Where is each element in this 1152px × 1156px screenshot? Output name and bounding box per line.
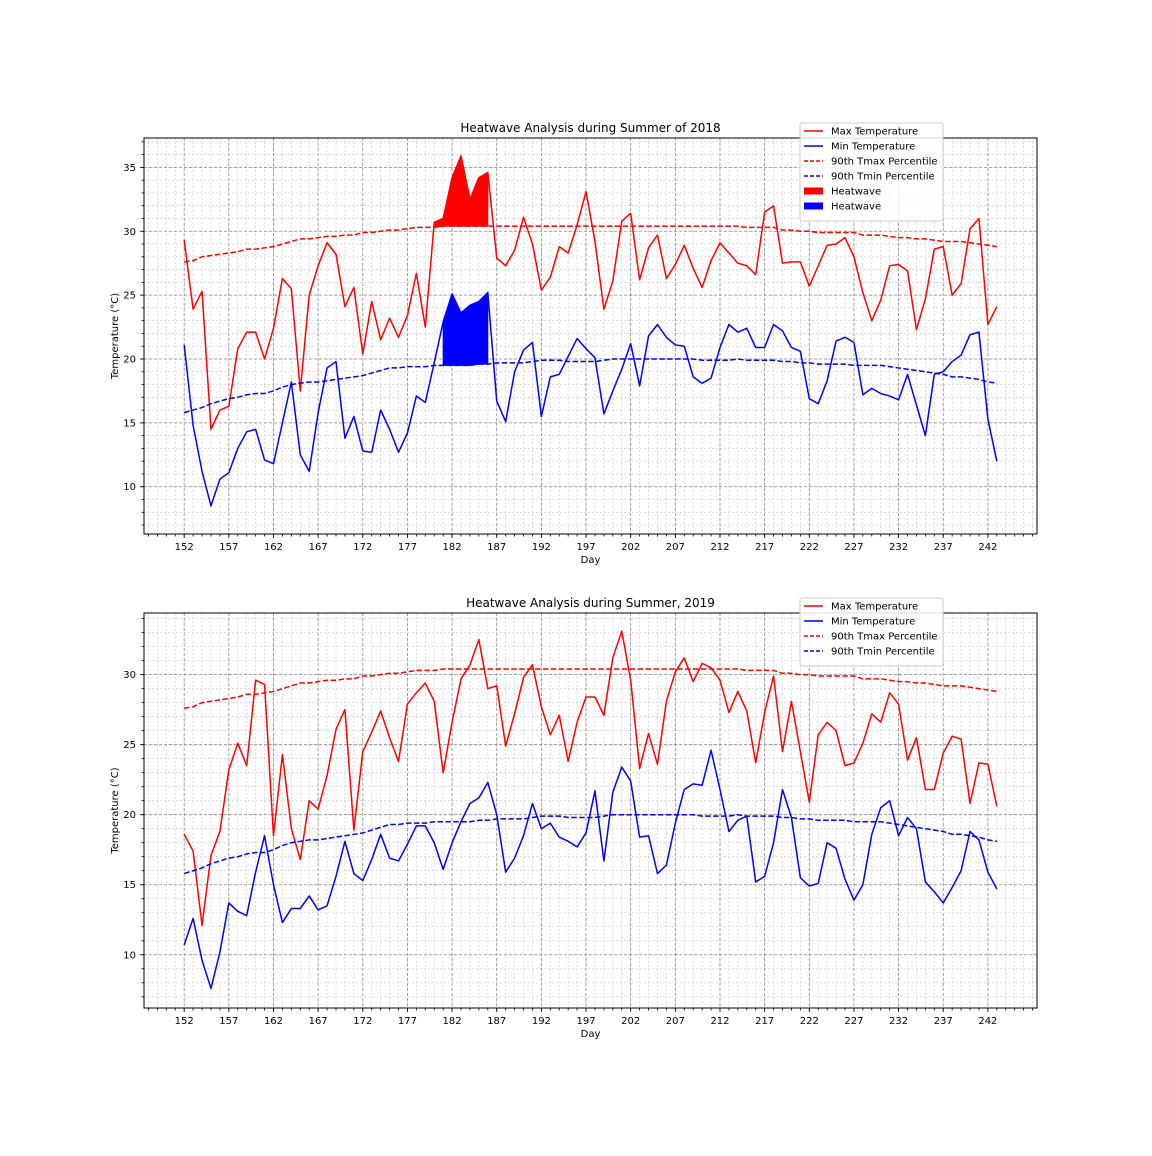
legend: Max Temperature Min Temperature 90th Tmax … — [799, 122, 944, 222]
axes-frame — [143, 137, 1038, 535]
legend-patch — [804, 187, 823, 195]
series-line-4 — [183, 813, 997, 875]
x-tick-label: 167 — [309, 1016, 328, 1027]
chart-1: 152 157 162 167 172 177 182 187 192 197 202 207 212 2… — [110, 121, 1038, 566]
y-tick-label: 20 — [123, 810, 136, 821]
series-line-3 — [184, 225, 997, 263]
legend-label: 90th Tmin Percentile — [831, 647, 935, 658]
grid — [144, 613, 1037, 1008]
x-tick-label: 182 — [443, 1016, 462, 1027]
legend-label: Min Temperature — [831, 617, 915, 628]
x-tick-label: 162 — [264, 542, 283, 553]
x-tick-label: 217 — [755, 1016, 774, 1027]
series-line-1 — [183, 630, 998, 927]
y-tick-label: 15 — [123, 418, 136, 429]
y-tick-label: 30 — [123, 227, 136, 238]
x-tick-label: 237 — [934, 1016, 953, 1027]
x-tick-label: 177 — [398, 542, 417, 553]
y-tick-label: 20 — [123, 354, 136, 365]
x-tick-label: 182 — [443, 542, 462, 553]
legend-label: 90th Tmin Percentile — [831, 172, 935, 183]
x-tick-label: 242 — [978, 1016, 997, 1027]
legend-label: 90th Tmax Percentile — [831, 157, 938, 168]
x-tick-label: 232 — [889, 542, 908, 553]
series-line-1 — [183, 155, 998, 431]
x-tick-label: 162 — [264, 1016, 283, 1027]
x-tick-label: 232 — [889, 1016, 908, 1027]
x-tick-label: 172 — [353, 542, 372, 553]
x-tick-label: 187 — [487, 1016, 506, 1027]
axes-frame — [143, 612, 1038, 1009]
x-tick-label: 207 — [666, 1016, 685, 1027]
x-tick-label: 177 — [398, 1016, 417, 1027]
legend-label: 90th Tmax Percentile — [831, 632, 938, 643]
y-tick-label: 10 — [123, 482, 136, 493]
chart-title: Heatwave Analysis during Summer, 2019 — [466, 596, 715, 610]
legend-patch — [804, 202, 823, 210]
x-axis-label: Day — [581, 1029, 601, 1040]
x-tick-label: 172 — [353, 1016, 372, 1027]
y-tick-label: 10 — [123, 950, 136, 961]
x-tick-label: 202 — [621, 542, 640, 553]
series-line-2 — [183, 291, 998, 507]
legend: Max Temperature Min Temperature 90th Tmax … — [799, 597, 944, 667]
x-tick-label: 157 — [219, 1016, 238, 1027]
x-tick-label: 187 — [487, 542, 506, 553]
legend-label: Max Temperature — [831, 127, 918, 138]
legend-label: Heatwave — [831, 187, 881, 198]
x-axis-label: Day — [581, 555, 601, 566]
x-tick-label: 227 — [844, 542, 863, 553]
x-tick-label: 212 — [710, 542, 729, 553]
x-tick-label: 217 — [755, 542, 774, 553]
x-tick-label: 192 — [532, 1016, 551, 1027]
legend-frame — [799, 122, 944, 222]
x-tick-label: 197 — [576, 542, 595, 553]
y-axis-label: Temperature (°C) — [110, 767, 121, 854]
x-tick-label: 157 — [219, 542, 238, 553]
heatwave-area — [433, 154, 489, 228]
x-tick-label: 202 — [621, 1016, 640, 1027]
y-tick-label: 15 — [123, 880, 136, 891]
legend-label: Max Temperature — [831, 602, 918, 613]
x-tick-label: 167 — [309, 542, 328, 553]
x-tick-label: 227 — [844, 1016, 863, 1027]
y-axis-label: Temperature (°C) — [110, 293, 121, 380]
x-tick-label: 192 — [532, 542, 551, 553]
series-line-2 — [183, 749, 998, 990]
x-tick-label: 242 — [978, 542, 997, 553]
heatwave-area — [442, 291, 489, 366]
x-tick-label: 222 — [800, 1016, 819, 1027]
legend-frame — [799, 597, 944, 667]
x-tick-label: 212 — [710, 1016, 729, 1027]
x-tick-label: 237 — [934, 542, 953, 553]
x-tick-label: 152 — [175, 1016, 194, 1027]
chart-title: Heatwave Analysis during Summer of 2018 — [460, 121, 720, 135]
legend-label: Heatwave — [831, 202, 881, 213]
y-tick-label: 25 — [123, 291, 136, 302]
y-tick-label: 35 — [123, 163, 136, 174]
x-tick-label: 222 — [800, 542, 819, 553]
series-line-4 — [183, 358, 997, 414]
chart-2: 152 157 162 167 172 177 182 187 192 197 202 207 212 2… — [110, 596, 1038, 1040]
x-tick-label: 207 — [666, 542, 685, 553]
series-line-3 — [184, 668, 997, 709]
legend-label: Min Temperature — [831, 142, 915, 153]
x-tick-label: 152 — [175, 542, 194, 553]
y-tick-label: 30 — [123, 670, 136, 681]
y-tick-label: 25 — [123, 740, 136, 751]
x-tick-label: 197 — [576, 1016, 595, 1027]
